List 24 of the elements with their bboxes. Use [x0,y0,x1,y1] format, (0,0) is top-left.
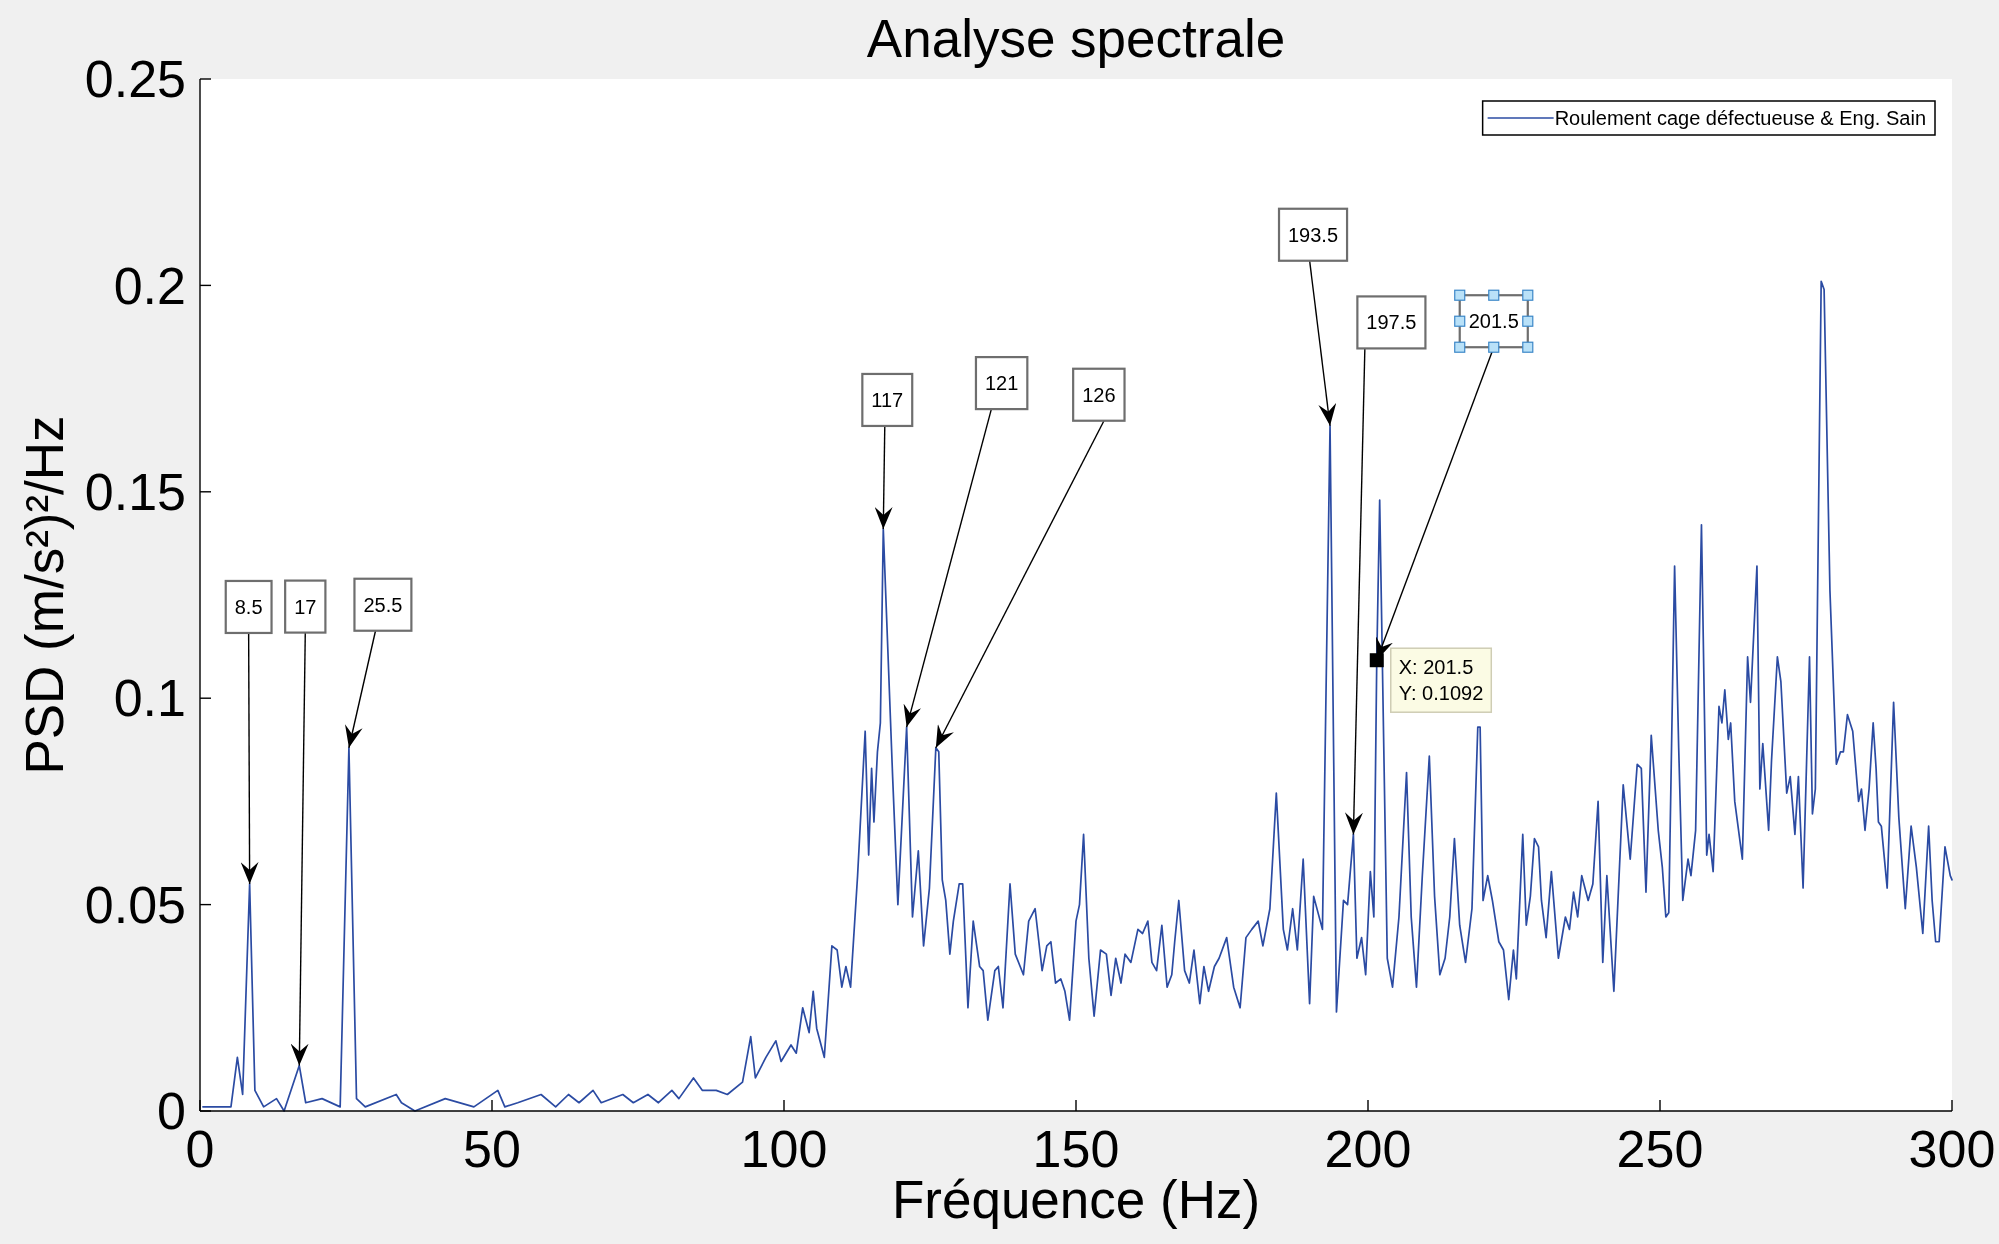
y-tick-label: 0.25 [84,50,186,109]
annotation: 193.5 [1288,223,1339,246]
y-tick-label: 0.15 [84,463,186,521]
x-tick-label: 200 [1324,1120,1412,1178]
annotation: 17 [294,595,317,618]
annotation: 25.5 [363,593,403,616]
annotation: 117 [871,388,904,411]
legend-label: Roulement cage défectueuse & Eng. Sain [1554,107,1926,129]
chart-title: Analyse spectrale [866,9,1286,68]
annotation: 197.5 [1366,311,1417,334]
y-axis-title: PSD (m/s²)²/Hz [15,415,74,775]
y-tick-label: 0.05 [84,875,186,934]
annotation: 126 [1082,383,1116,406]
x-tick-label: 50 [463,1120,521,1178]
x-tick-label: 300 [1908,1120,1996,1178]
y-tick-label: 0 [157,1082,186,1141]
y-tick-label: 0.1 [113,669,186,728]
annotation: 121 [984,372,1019,395]
x-tick-label: 250 [1616,1120,1704,1178]
y-tick-label: 0.2 [113,256,186,315]
x-tick-label: 100 [740,1120,828,1178]
annotation: 201.5 [1468,310,1519,333]
annotation: 8.5 [234,595,263,618]
annotation: X: 201.5 Y: 0.1092 [1398,656,1484,705]
